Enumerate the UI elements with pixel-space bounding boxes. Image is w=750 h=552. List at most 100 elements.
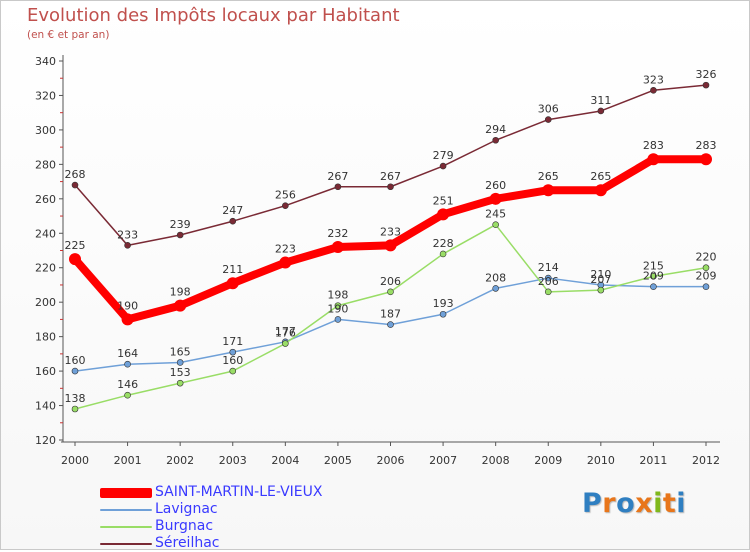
- data-point: [650, 273, 657, 280]
- data-point: [71, 367, 79, 375]
- x-tick-label: 2006: [377, 454, 405, 467]
- data-point: [174, 299, 187, 312]
- y-tick-label: 320: [35, 89, 56, 102]
- data-point: [492, 136, 499, 144]
- y-tick-label: 280: [35, 158, 56, 171]
- data-label: 267: [327, 170, 348, 183]
- x-tick-label: 2012: [692, 454, 720, 467]
- x-tick-label: 2002: [166, 454, 194, 467]
- data-label: 206: [380, 275, 401, 288]
- x-tick-label: 2004: [271, 454, 299, 467]
- data-label: 233: [117, 228, 138, 241]
- data-label: 177: [275, 325, 296, 338]
- data-label: 206: [538, 275, 559, 288]
- data-point: [489, 192, 502, 205]
- data-point: [597, 286, 605, 294]
- data-point: [387, 183, 394, 191]
- proxiti-logo: Proxiti: [582, 488, 687, 519]
- data-label: 146: [117, 378, 138, 391]
- legend-label: SAINT-MARTIN-LE-VIEUX: [155, 484, 323, 500]
- data-point: [176, 359, 184, 366]
- data-point: [282, 340, 289, 347]
- data-label: 323: [643, 73, 664, 86]
- data-point: [334, 302, 342, 309]
- y-tick-label: 240: [35, 227, 56, 240]
- data-label: 171: [222, 335, 243, 348]
- data-point: [124, 360, 131, 368]
- x-tick-label: 2011: [639, 454, 667, 467]
- data-label: 198: [170, 286, 191, 299]
- data-point: [597, 107, 605, 115]
- data-label: 214: [538, 261, 559, 274]
- series-layer: [69, 81, 712, 413]
- data-point: [71, 405, 79, 413]
- data-point: [544, 274, 552, 282]
- data-point: [702, 283, 710, 290]
- data-label: 209: [696, 270, 717, 283]
- data-point: [229, 217, 237, 225]
- y-tick-label: 180: [35, 331, 56, 344]
- data-point: [544, 116, 552, 123]
- data-label: 209: [643, 270, 664, 283]
- data-point: [334, 316, 342, 323]
- data-label: 283: [696, 139, 717, 152]
- data-point: [492, 285, 499, 292]
- data-label: 247: [222, 204, 243, 217]
- data-point: [176, 379, 184, 387]
- x-tick-label: 2001: [114, 454, 142, 467]
- data-label: 245: [485, 208, 506, 221]
- data-label: 283: [643, 139, 664, 152]
- data-point: [124, 242, 131, 249]
- chart-title: Evolution des Impôts locaux par Habitant: [27, 5, 400, 26]
- data-label: 225: [65, 239, 86, 252]
- data-label: 210: [590, 268, 611, 281]
- legend-swatch: [100, 543, 152, 545]
- data-point: [176, 231, 184, 239]
- data-label: 215: [643, 259, 664, 272]
- data-label: 268: [65, 168, 86, 181]
- data-point: [544, 288, 552, 296]
- data-point: [226, 277, 239, 290]
- data-label: 294: [485, 123, 506, 136]
- legend-label: Séreilhac: [155, 535, 220, 551]
- y-tick-label: 160: [35, 365, 56, 378]
- data-label: 190: [327, 302, 348, 315]
- data-label: 198: [327, 289, 348, 302]
- data-label: 260: [485, 179, 506, 192]
- data-label: 160: [222, 354, 243, 367]
- data-point: [279, 256, 292, 269]
- legend-label: Burgnac: [155, 518, 214, 534]
- data-label: 164: [117, 347, 138, 360]
- data-point: [71, 181, 79, 189]
- data-label: 251: [433, 194, 454, 207]
- data-label: 187: [380, 308, 401, 321]
- data-label: 228: [433, 237, 454, 250]
- data-label: 165: [170, 345, 191, 358]
- data-point: [69, 253, 81, 266]
- data-point: [542, 184, 555, 197]
- data-label: 160: [65, 354, 86, 367]
- data-point: [700, 153, 712, 166]
- x-tick-label: 2003: [219, 454, 247, 467]
- data-point: [282, 202, 289, 210]
- data-point: [702, 81, 710, 89]
- x-tick-label: 2007: [429, 454, 457, 467]
- data-label: 176: [275, 327, 296, 340]
- y-tick-label: 260: [35, 193, 56, 206]
- data-label: 232: [327, 227, 348, 240]
- data-point: [121, 313, 134, 326]
- data-point: [594, 184, 607, 197]
- y-tick-label: 120: [35, 434, 56, 447]
- data-point: [437, 208, 450, 221]
- data-point: [439, 162, 447, 170]
- data-point: [331, 241, 344, 254]
- data-label: 193: [433, 297, 454, 310]
- legend: SAINT-MARTIN-LE-VIEUX Lavignac Burgnac Sére…: [100, 484, 360, 552]
- x-tick-label: 2010: [587, 454, 615, 467]
- data-label: 223: [275, 243, 296, 256]
- data-label: 239: [170, 218, 191, 231]
- legend-label: Lavignac: [155, 501, 218, 517]
